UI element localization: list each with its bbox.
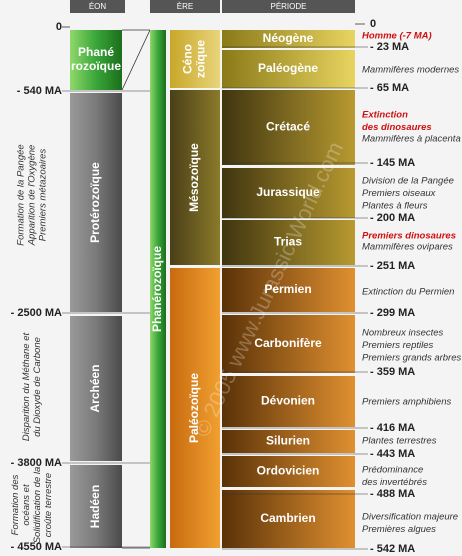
eon-label: Archéen — [88, 364, 102, 412]
eon-label: Hadéen — [88, 485, 102, 528]
header-box — [150, 0, 220, 13]
eon-age: - 4550 MA — [11, 541, 62, 553]
era-label: Mésozoïque — [187, 143, 201, 212]
header: PÉRIODE — [270, 2, 306, 11]
event-note: des invertébrés — [362, 477, 427, 488]
eon-note: Formation des — [10, 474, 21, 535]
header-box — [70, 0, 125, 13]
eon-label: rozoïque — [71, 59, 121, 73]
period-box — [222, 220, 355, 265]
era-label: Paléozoïque — [187, 373, 201, 443]
era-box — [170, 90, 220, 265]
era-box — [170, 30, 220, 88]
period-label: Silurien — [266, 434, 310, 448]
event-note: Homme (-7 MA) — [362, 31, 432, 42]
eon-note: Formation de la Pangée — [16, 144, 27, 245]
period-age: - 542 MA — [370, 543, 415, 555]
period-age: - 23 MA — [370, 41, 409, 53]
eon-age: - 2500 MA — [11, 307, 62, 319]
header: ÈRE — [177, 2, 193, 11]
event-note: Plantes à fleurs — [362, 201, 428, 212]
period-age: - 359 MA — [370, 366, 415, 378]
period-box — [222, 268, 355, 312]
period-age: - 443 MA — [370, 448, 415, 460]
event-note: Mammifères modernes — [362, 65, 459, 76]
event-note: Premiers oiseaux — [362, 188, 437, 199]
period-label: Trias — [274, 235, 302, 249]
eon-box — [70, 93, 122, 312]
eon-label: Protérozoïque — [88, 162, 102, 243]
event-note: Mammifères ovipares — [362, 242, 453, 253]
eon-label: Phané — [78, 45, 114, 59]
period-label: Cambrien — [260, 511, 315, 525]
period-box — [222, 168, 355, 218]
event-note: Premiers amphibiens — [362, 397, 451, 408]
era-label: zoïque — [194, 40, 208, 78]
period-box — [222, 50, 355, 88]
eon-note: Premiers métazoaires — [38, 149, 49, 242]
period-age: - 488 MA — [370, 488, 415, 500]
period-age: - 65 MA — [370, 82, 409, 94]
period-label: Dévonien — [261, 394, 315, 408]
event-note: Nombreux insectes — [362, 328, 444, 339]
event-note: Premiers reptiles — [362, 340, 434, 351]
period-label: Paléogène — [258, 61, 318, 75]
eon-age: 0 — [56, 21, 62, 33]
period-box — [222, 90, 355, 165]
period-age: - 200 MA — [370, 212, 415, 224]
era-label: Céno — [181, 44, 195, 74]
eon-note: Solidification de la — [32, 467, 43, 544]
period-box — [222, 456, 355, 487]
event-note: Plantes terrestres — [362, 436, 437, 447]
period-label: Ordovicien — [257, 464, 320, 478]
header-box — [222, 0, 355, 13]
event-note: Mammifères à placenta — [362, 134, 461, 145]
event-note: Extinction — [362, 110, 408, 121]
period-label: Jurassique — [256, 185, 320, 199]
event-note: Premiers dinosaures — [362, 231, 456, 242]
period-age: - 251 MA — [370, 260, 415, 272]
eon-age: - 540 MA — [17, 85, 62, 97]
period-label: Néogène — [263, 31, 314, 45]
header: ÉON — [89, 2, 107, 11]
event-note: Extinction du Permien — [362, 287, 454, 298]
eon-box — [70, 465, 122, 548]
period-box — [222, 376, 355, 427]
eon-note: océans et — [21, 484, 32, 526]
event-note: Premières algues — [362, 524, 436, 535]
period-box — [222, 30, 355, 48]
period-box — [222, 430, 355, 453]
eon-box — [70, 316, 122, 461]
period-label: Permien — [264, 282, 311, 296]
connector — [121, 29, 151, 91]
period-label: Carbonifère — [254, 336, 322, 350]
supereon-box — [150, 30, 166, 548]
eon-note: Disparition du Méthane et — [21, 333, 32, 442]
period-box — [222, 490, 355, 548]
eon-box — [70, 30, 122, 90]
eon-note: croûte terrestre — [43, 473, 54, 537]
period-age: - 145 MA — [370, 157, 415, 169]
eon-note: du Dioxyde de Carbone — [32, 337, 43, 437]
eon-age: - 3800 MA — [11, 457, 62, 469]
event-note: Prédominance — [362, 465, 423, 476]
event-note: des dinosaures — [362, 122, 432, 133]
event-note: Division de la Pangée — [362, 176, 454, 187]
period-age: - 299 MA — [370, 307, 415, 319]
eon-note: Apparition de l'Oxygène — [27, 145, 38, 247]
supereon-label: Phanérozoïque — [150, 246, 164, 332]
period-age: - 416 MA — [370, 422, 415, 434]
era-box — [170, 268, 220, 548]
period-box — [222, 315, 355, 373]
period-age: 0 — [370, 18, 376, 30]
event-note: Diversification majeure — [362, 512, 458, 523]
event-note: Premiers grands arbres — [362, 353, 462, 364]
period-label: Crétacé — [266, 120, 310, 134]
